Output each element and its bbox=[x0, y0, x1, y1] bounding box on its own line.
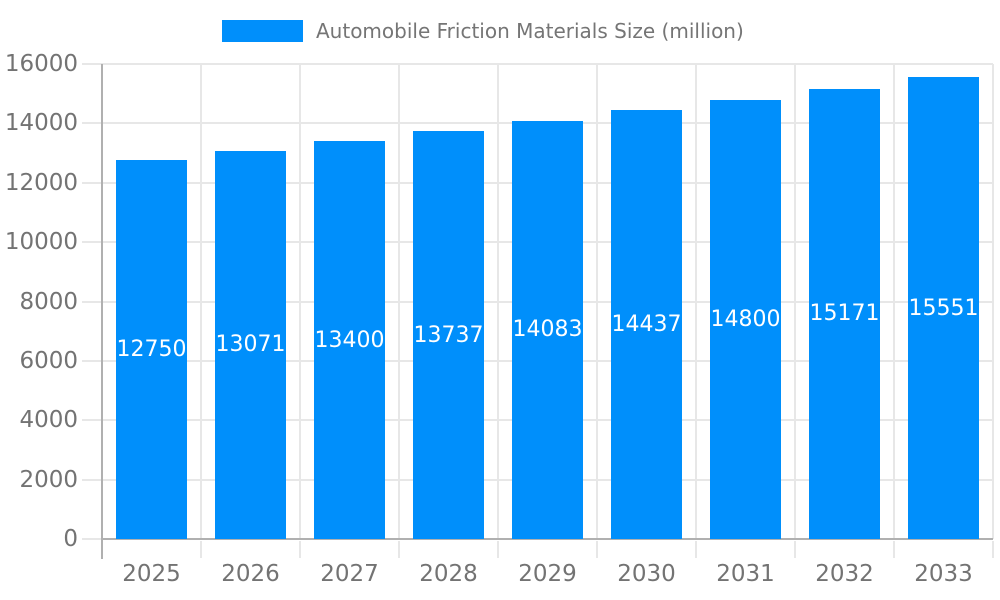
x-tick-mark bbox=[893, 541, 895, 558]
x-gridline bbox=[299, 64, 301, 539]
bar[interactable]: 15551 bbox=[908, 77, 979, 539]
x-tick-label: 2025 bbox=[122, 561, 181, 587]
x-tick-mark bbox=[200, 541, 202, 558]
legend-label: Automobile Friction Materials Size (mill… bbox=[316, 19, 744, 43]
x-tick-mark bbox=[992, 541, 994, 558]
y-axis-line bbox=[101, 64, 103, 559]
x-tick-label: 2032 bbox=[815, 561, 874, 587]
x-gridline bbox=[398, 64, 400, 539]
x-tick-label: 2030 bbox=[617, 561, 676, 587]
bar-value-label: 13400 bbox=[314, 327, 385, 353]
legend[interactable]: Automobile Friction Materials Size (mill… bbox=[222, 19, 744, 43]
x-axis-line bbox=[102, 538, 993, 540]
x-gridline bbox=[596, 64, 598, 539]
x-gridline bbox=[992, 64, 994, 539]
x-tick-mark bbox=[794, 541, 796, 558]
bar-value-label: 15551 bbox=[908, 295, 979, 321]
bar[interactable]: 14083 bbox=[512, 120, 583, 539]
x-tick-mark bbox=[596, 541, 598, 558]
x-gridline bbox=[200, 64, 202, 539]
bar[interactable]: 13071 bbox=[215, 150, 286, 539]
bar-value-label: 12750 bbox=[116, 337, 187, 363]
x-tick-mark bbox=[398, 541, 400, 558]
x-tick-label: 2031 bbox=[716, 561, 775, 587]
legend-marker bbox=[222, 20, 303, 42]
y-tick-label: 4000 bbox=[19, 407, 78, 434]
y-tick-label: 2000 bbox=[19, 466, 78, 493]
y-tick-label: 8000 bbox=[19, 288, 78, 315]
bar[interactable]: 13737 bbox=[413, 131, 484, 539]
y-tick-label: 16000 bbox=[4, 51, 78, 77]
x-tick-mark bbox=[497, 541, 499, 558]
x-gridline bbox=[794, 64, 796, 539]
x-tick-label: 2028 bbox=[419, 561, 478, 587]
y-tick-label: 0 bbox=[63, 526, 78, 552]
y-tick-label: 14000 bbox=[4, 110, 78, 137]
y-tick-label: 6000 bbox=[19, 347, 78, 374]
x-tick-label: 2029 bbox=[518, 561, 577, 587]
y-gridline bbox=[82, 63, 993, 65]
bar[interactable]: 14800 bbox=[710, 99, 781, 539]
x-gridline bbox=[695, 64, 697, 539]
bar[interactable]: 13400 bbox=[314, 141, 385, 539]
bar-value-label: 14800 bbox=[710, 306, 781, 332]
y-tick-mark bbox=[82, 538, 102, 540]
y-tick-label: 10000 bbox=[4, 229, 78, 256]
y-tick-label: 12000 bbox=[4, 169, 78, 196]
bar[interactable]: 15171 bbox=[809, 88, 880, 539]
bar[interactable]: 12750 bbox=[116, 160, 187, 539]
x-tick-mark bbox=[695, 541, 697, 558]
x-tick-label: 2027 bbox=[320, 561, 379, 587]
x-tick-label: 2033 bbox=[914, 561, 973, 587]
bar-value-label: 15171 bbox=[809, 301, 880, 327]
bar-value-label: 14083 bbox=[512, 317, 583, 343]
x-gridline bbox=[497, 64, 499, 539]
x-tick-mark bbox=[299, 541, 301, 558]
x-tick-label: 2026 bbox=[221, 561, 280, 587]
bar[interactable]: 14437 bbox=[611, 110, 682, 539]
x-gridline bbox=[893, 64, 895, 539]
bar-value-label: 13737 bbox=[413, 322, 484, 348]
bar-value-label: 13071 bbox=[215, 332, 286, 358]
bar-value-label: 14437 bbox=[611, 312, 682, 338]
